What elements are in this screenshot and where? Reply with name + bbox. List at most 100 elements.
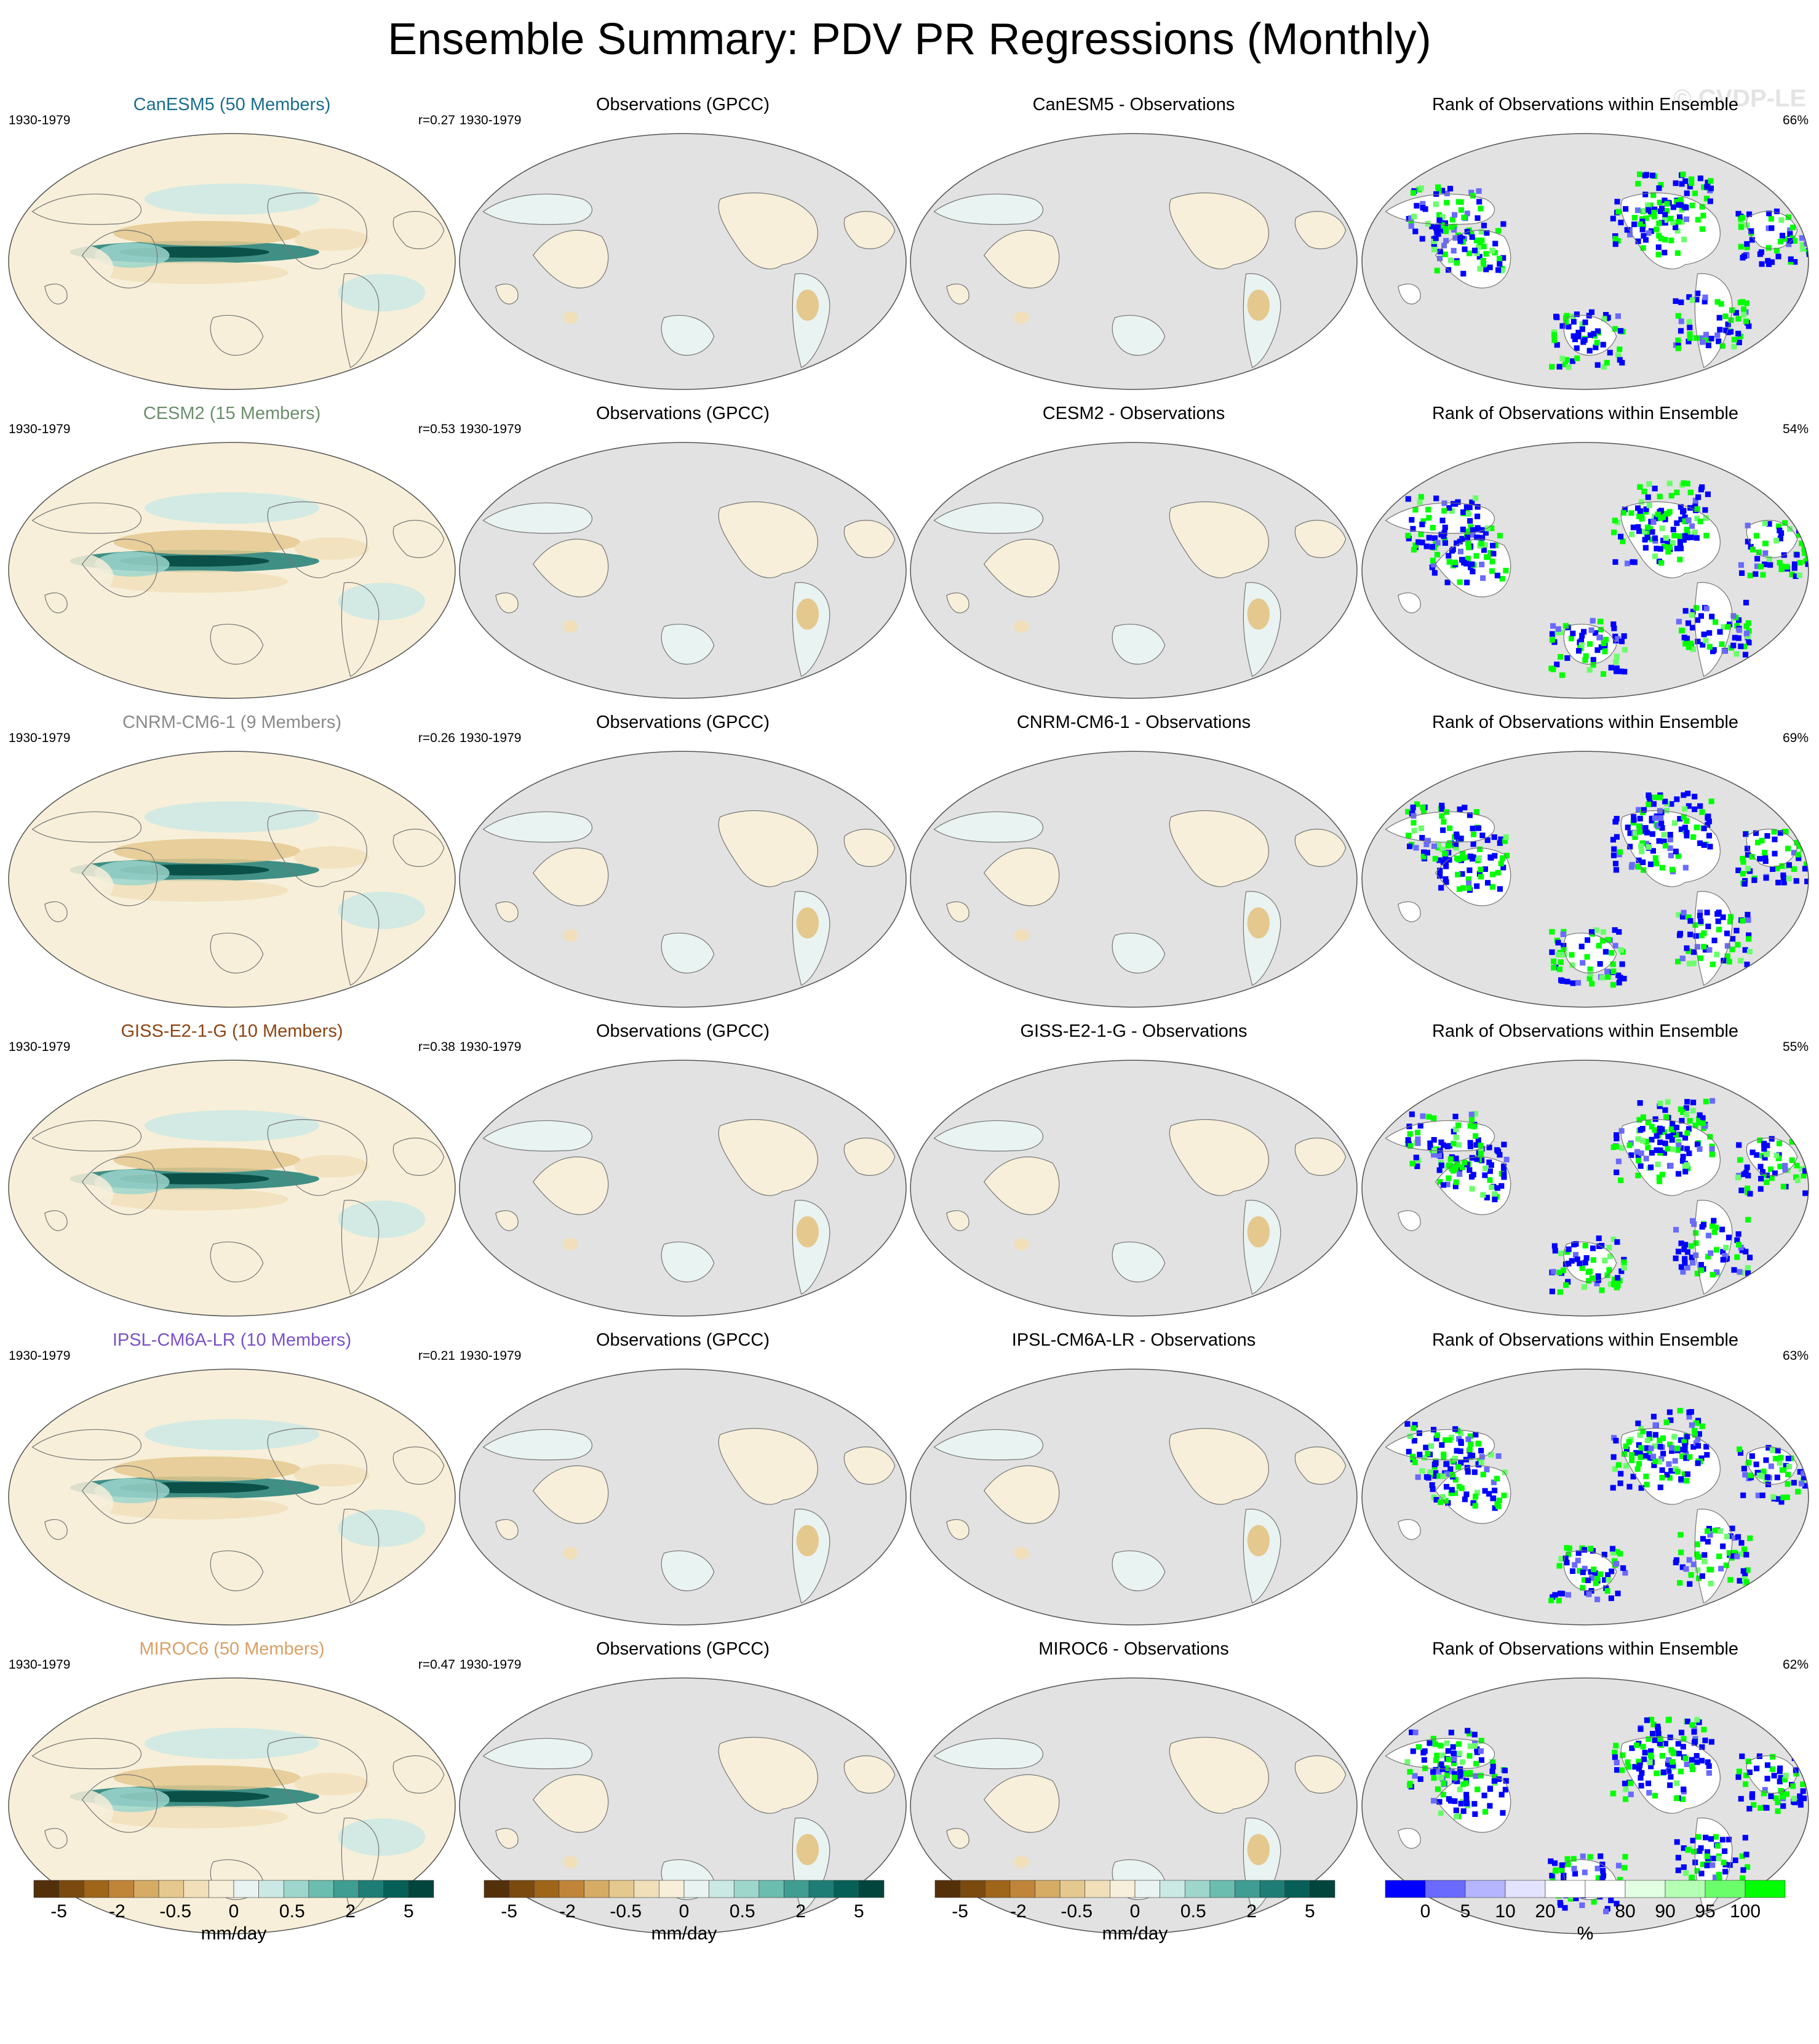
colorbar-tick-label: 10: [1495, 1901, 1515, 1922]
colorbar-swatch: [733, 1880, 760, 1898]
colorbar-tick-label: 0.5: [279, 1901, 305, 1922]
colorbar-swatch: [1259, 1880, 1286, 1898]
colorbar-tick-label: 5: [1305, 1901, 1315, 1922]
rank-percent: 69%: [1782, 731, 1809, 745]
panel-title: CESM2 (15 Members): [143, 404, 321, 423]
panel-title: CanESM5 (50 Members): [133, 95, 331, 114]
colorbar-swatch: [1505, 1880, 1546, 1898]
colorbar-swatch: [1059, 1880, 1086, 1898]
colorbar-tick-label: 2: [795, 1901, 806, 1922]
panel-title: Rank of Observations within Ensemble: [1431, 404, 1739, 423]
pattern-correlation: r=0.38: [418, 1040, 455, 1054]
panel-period: 1930-1979: [460, 1658, 522, 1672]
colorbar-swatch: [859, 1880, 885, 1898]
colorbar-swatch: [158, 1880, 185, 1898]
rank-percent: 55%: [1782, 1040, 1809, 1054]
panel-model: GISS-E2-1-G (10 Members) 1930-1979 r=0.38: [7, 1018, 456, 1319]
colorbar-swatch: [1284, 1880, 1310, 1898]
colorbar-swatch: [258, 1880, 284, 1898]
colorbar-swatch: [608, 1880, 635, 1898]
panel-title: Observations (GPCC): [595, 1330, 770, 1350]
colorbar-scale: 0 5 10 20 80 90 95 100: [1385, 1880, 1786, 1922]
colorbar-swatch: [1625, 1880, 1666, 1898]
colorbar-scale: -5 -2 -0.5 0 0.5 2 5: [33, 1880, 434, 1922]
colorbar-swatch: [834, 1880, 859, 1898]
panel-model: IPSL-CM6A-LR (10 Members) 1930-1979 r=0.21: [7, 1327, 456, 1628]
colorbar-swatch: [709, 1880, 734, 1898]
colorbar-tick-label: 2: [1246, 1901, 1257, 1922]
panel-title: Observations (GPCC): [595, 95, 770, 114]
colorbar-swatch: [634, 1880, 659, 1898]
colorbar-model: -5 -2 -0.5 0 0.5 2 5 mm/day: [31, 1879, 437, 1947]
colorbar-tick-label: 0.5: [1180, 1901, 1206, 1922]
colorbar-swatch: [1465, 1880, 1506, 1898]
colorbar-swatch: [659, 1880, 685, 1898]
colorbar-swatch: [183, 1880, 209, 1898]
colorbar-swatch: [233, 1880, 259, 1898]
panel-obs: Observations (GPCC) 1930-1979: [458, 1327, 907, 1628]
panel-title: GISS-E2-1-G - Observations: [1020, 1021, 1248, 1041]
colorbar-tick-label: -5: [501, 1901, 517, 1922]
globe-map: [910, 751, 1358, 1008]
globe-map: [8, 133, 456, 390]
panel-title: Observations (GPCC): [595, 1021, 770, 1041]
globe-map: [910, 1060, 1358, 1317]
globe-map: [8, 1368, 456, 1626]
colorbar-tick-label: -5: [50, 1901, 67, 1922]
panel-rank: Rank of Observations within Ensemble 54%: [1361, 400, 1810, 701]
colorbar-swatch: [784, 1880, 810, 1898]
colorbar-swatch: [1110, 1880, 1136, 1898]
colorbar-tick-label: 2: [345, 1901, 356, 1922]
panel-title: Rank of Observations within Ensemble: [1431, 95, 1739, 114]
colorbar-tick-label: 0: [229, 1901, 239, 1922]
panel-title: CNRM-CM6-1 - Observations: [1016, 713, 1251, 732]
colorbar-swatch: [1134, 1880, 1160, 1898]
colorbar-swatch: [509, 1880, 535, 1898]
colorbar-scale: -5 -2 -0.5 0 0.5 2 5: [934, 1880, 1335, 1922]
colorbar-swatch: [1235, 1880, 1260, 1898]
panel-title: Rank of Observations within Ensemble: [1431, 713, 1739, 732]
panel-title: MIROC6 - Observations: [1038, 1639, 1229, 1659]
panel-obs: Observations (GPCC) 1930-1979: [458, 91, 907, 393]
colorbar-tick-label: -0.5: [610, 1901, 642, 1922]
colorbar-tick-label: 0: [1420, 1901, 1431, 1922]
colorbar-tick-label: 5: [1460, 1901, 1471, 1922]
globe-map: [459, 442, 907, 699]
panel-title: Observations (GPCC): [595, 713, 770, 732]
panel-period: 1930-1979: [460, 1349, 522, 1363]
colorbar-swatch: [308, 1880, 334, 1898]
panel-rank: Rank of Observations within Ensemble 63%: [1361, 1327, 1810, 1628]
panel-title: Observations (GPCC): [595, 1639, 770, 1659]
panel-diff: CanESM5 - Observations: [909, 91, 1358, 393]
panel-diff: CESM2 - Observations: [909, 400, 1358, 701]
colorbar-swatch: [1545, 1880, 1586, 1898]
colorbar-swatch: [408, 1880, 434, 1898]
panel-period: 1930-1979: [9, 1658, 71, 1672]
panel-period: 1930-1979: [9, 731, 71, 745]
panel-rank: Rank of Observations within Ensemble 55%: [1361, 1018, 1810, 1319]
globe-map: [910, 1368, 1358, 1626]
globe-map: [8, 1060, 456, 1317]
colorbar-swatch: [1009, 1880, 1035, 1898]
colorbar-tick-label: 5: [404, 1901, 414, 1922]
colorbar-swatch: [559, 1880, 584, 1898]
panel-title: GISS-E2-1-G (10 Members): [121, 1021, 343, 1041]
colorbar-swatch: [283, 1880, 309, 1898]
colorbar-swatch: [584, 1880, 610, 1898]
panel-title: MIROC6 (50 Members): [139, 1639, 325, 1659]
colorbar-swatch: [133, 1880, 159, 1898]
panel-diff: CNRM-CM6-1 - Observations: [909, 709, 1358, 1010]
globe-map: [1361, 751, 1809, 1008]
colorbar-tick-label: -2: [1010, 1901, 1027, 1922]
colorbar-unit: mm/day: [1102, 1923, 1168, 1944]
panel-title: CESM2 - Observations: [1042, 404, 1225, 423]
colorbar-tick-label: -2: [559, 1901, 576, 1922]
colorbar-tick-label: 0: [679, 1901, 690, 1922]
panel-obs: Observations (GPCC) 1930-1979: [458, 1018, 907, 1319]
globe-map: [8, 442, 456, 699]
panel-model: CNRM-CM6-1 (9 Members) 1930-1979 r=0.26: [7, 709, 456, 1010]
colorbar-unit: mm/day: [201, 1923, 267, 1944]
pattern-correlation: r=0.21: [418, 1349, 455, 1363]
colorbar-swatch: [1705, 1880, 1746, 1898]
globe-map: [910, 442, 1358, 699]
